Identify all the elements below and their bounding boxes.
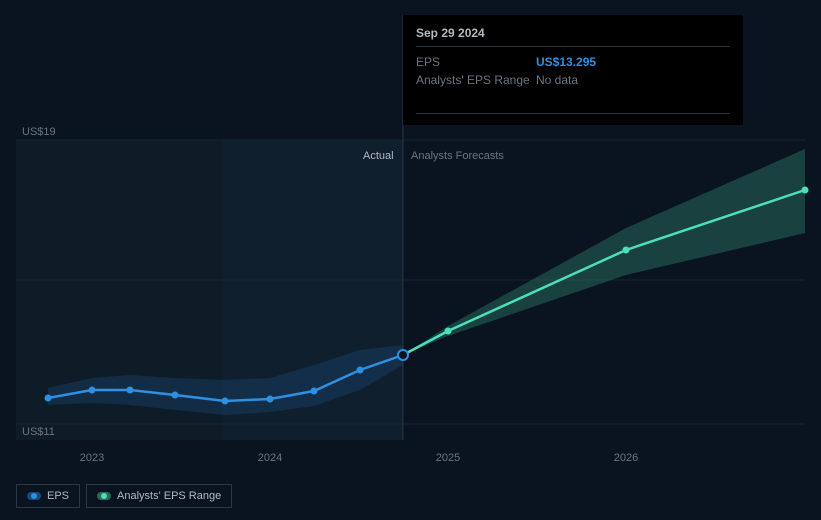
x-axis-tick: 2023 bbox=[80, 452, 104, 464]
tooltip-divider bbox=[416, 113, 730, 114]
x-axis-tick: 2026 bbox=[614, 452, 638, 464]
tooltip-row-value: No data bbox=[536, 73, 730, 87]
tooltip-rows: EPSUS$13.295Analysts' EPS RangeNo data bbox=[416, 53, 730, 89]
y-axis-label-top: US$19 bbox=[22, 126, 56, 138]
legend-item[interactable]: EPS bbox=[16, 484, 80, 508]
legend-item[interactable]: Analysts' EPS Range bbox=[86, 484, 232, 508]
actual-label: Actual bbox=[363, 150, 394, 162]
y-axis-label-bottom: US$11 bbox=[22, 426, 55, 438]
x-axis-tick: 2024 bbox=[258, 452, 282, 464]
chart-tooltip: Sep 29 2024 EPSUS$13.295Analysts' EPS Ra… bbox=[403, 15, 743, 125]
tooltip-date: Sep 29 2024 bbox=[416, 26, 730, 47]
forecast-label: Analysts Forecasts bbox=[411, 150, 504, 162]
tooltip-row-label: EPS bbox=[416, 55, 536, 69]
legend-swatch bbox=[97, 492, 111, 500]
tooltip-row: EPSUS$13.295 bbox=[416, 53, 730, 71]
tooltip-row: Analysts' EPS RangeNo data bbox=[416, 71, 730, 89]
eps-forecast-chart: Sep 29 2024 EPSUS$13.295Analysts' EPS Ra… bbox=[0, 0, 821, 520]
legend-label: Analysts' EPS Range bbox=[117, 490, 221, 502]
tooltip-row-value: US$13.295 bbox=[536, 55, 730, 69]
chart-legend: EPS Analysts' EPS Range bbox=[16, 484, 232, 508]
legend-swatch bbox=[27, 492, 41, 500]
tooltip-row-label: Analysts' EPS Range bbox=[416, 73, 536, 87]
x-axis-tick: 2025 bbox=[436, 452, 460, 464]
legend-label: EPS bbox=[47, 490, 69, 502]
